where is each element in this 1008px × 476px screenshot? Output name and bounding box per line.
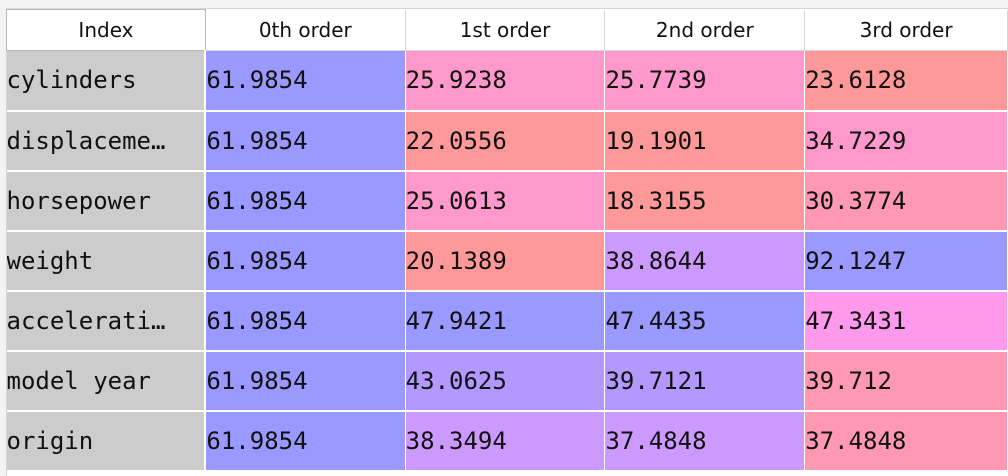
table-cell[interactable]: 38.3494 [405, 410, 606, 472]
table-row: horsepower 61.9854 25.0613 18.3155 30.37… [6, 170, 1008, 232]
table-cell[interactable]: 25.7739 [604, 50, 806, 112]
table-row: accelerati… 61.9854 47.9421 47.4435 47.3… [6, 290, 1008, 352]
table-cell[interactable]: 38.8644 [604, 230, 806, 292]
top-edge [0, 0, 1008, 9]
table-cell[interactable]: 39.7121 [604, 350, 806, 412]
column-header-2nd-order[interactable]: 2nd order [604, 9, 806, 51]
table-cell[interactable]: 61.9854 [205, 350, 406, 412]
table-row: weight 61.9854 20.1389 38.8644 92.1247 [6, 230, 1008, 292]
table-cell[interactable]: 20.1389 [405, 230, 606, 292]
column-header-0th-order[interactable]: 0th order [205, 9, 406, 51]
table-cell[interactable]: 47.9421 [405, 290, 606, 352]
table-cell[interactable]: 61.9854 [205, 230, 406, 292]
row-header-cylinders[interactable]: cylinders [6, 50, 207, 112]
row-header-model-year[interactable]: model year [6, 350, 207, 412]
table-cell[interactable]: 19.1901 [604, 110, 806, 172]
table-row: model year 61.9854 43.0625 39.7121 39.71… [6, 350, 1008, 412]
table-row: displaceme… 61.9854 22.0556 19.1901 34.7… [6, 110, 1008, 172]
table-cell[interactable]: 61.9854 [205, 170, 406, 232]
table-row: cylinders 61.9854 25.9238 25.7739 23.612… [6, 50, 1008, 112]
table-cell[interactable]: 30.3774 [804, 170, 1008, 232]
table-cell[interactable]: 23.6128 [804, 50, 1008, 112]
table-cell[interactable]: 47.3431 [804, 290, 1008, 352]
row-header-displacement[interactable]: displaceme… [6, 110, 207, 172]
table-cell[interactable]: 39.712 [804, 350, 1008, 412]
table-cell[interactable]: 47.4435 [604, 290, 806, 352]
table-cell[interactable]: 61.9854 [205, 50, 406, 112]
table-cell[interactable]: 34.7229 [804, 110, 1008, 172]
table-cell[interactable]: 25.0613 [405, 170, 606, 232]
row-header-acceleration[interactable]: accelerati… [6, 290, 207, 352]
table-cell[interactable]: 43.0625 [405, 350, 606, 412]
column-header-3rd-order[interactable]: 3rd order [804, 9, 1008, 51]
column-header-1st-order[interactable]: 1st order [405, 9, 606, 51]
table-cell[interactable]: 25.9238 [405, 50, 606, 112]
table-row: origin 61.9854 38.3494 37.4848 37.4848 [6, 410, 1008, 472]
row-header-horsepower[interactable]: horsepower [6, 170, 207, 232]
row-header-origin[interactable]: origin [6, 410, 207, 472]
table-cell[interactable]: 18.3155 [604, 170, 806, 232]
table-cell[interactable]: 22.0556 [405, 110, 606, 172]
index-header[interactable]: Index [6, 9, 206, 51]
table-cell[interactable]: 61.9854 [205, 290, 406, 352]
table-cell[interactable]: 61.9854 [205, 110, 406, 172]
data-table: Index 0th order 1st order 2nd order 3rd … [6, 9, 1008, 472]
row-header-weight[interactable]: weight [6, 230, 207, 292]
table-cell[interactable]: 92.1247 [804, 230, 1008, 292]
table-cell[interactable]: 61.9854 [205, 410, 406, 472]
table-cell[interactable]: 37.4848 [804, 410, 1008, 472]
table-cell[interactable]: 37.4848 [604, 410, 806, 472]
header-row: Index 0th order 1st order 2nd order 3rd … [6, 9, 1008, 51]
